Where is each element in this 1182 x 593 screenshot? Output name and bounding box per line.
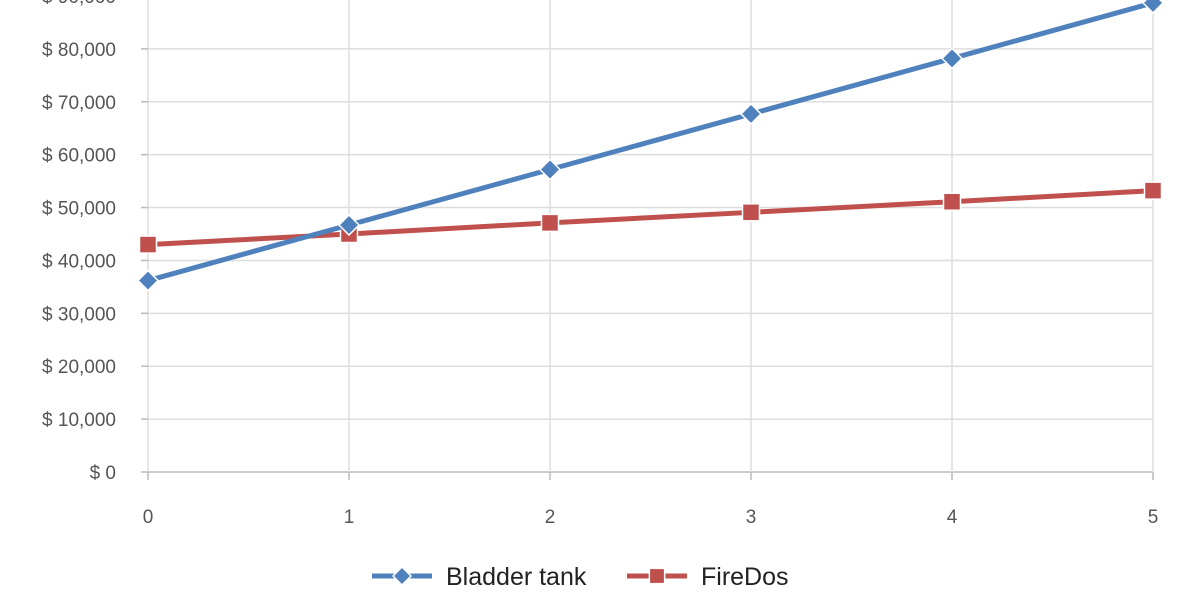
series-line (145, 0, 1156, 284)
data-point-diamond (1141, 0, 1165, 14)
y-tick-label: $ 10,000 (42, 410, 116, 431)
data-point-diamond (337, 213, 361, 237)
data-point-square (741, 203, 761, 222)
y-tick-label: $ 40,000 (42, 251, 116, 272)
legend: Bladder tank FireDos (372, 563, 789, 591)
legend-square-marker (648, 567, 666, 585)
data-point-diamond (136, 269, 160, 292)
x-tick-label: 1 (344, 507, 355, 528)
data-point-square (138, 235, 158, 254)
y-tick-label: $ 0 (90, 463, 116, 484)
y-tick-label: $ 80,000 (42, 40, 116, 61)
legend-label: Bladder tank (446, 563, 587, 588)
series-layer (136, 0, 1165, 292)
y-tick-label: $ 50,000 (42, 199, 116, 220)
data-point-diamond (538, 158, 562, 181)
data-point-diamond (940, 47, 964, 70)
x-tick-label: 2 (545, 507, 556, 528)
legend-label: FireDos (701, 563, 789, 588)
axes: $ 0 $ 10,000 $ 20,000 $ 30,000 $ 40,000 $ 50,… (42, 0, 1158, 528)
legend-item-firedos: FireDos (627, 563, 789, 591)
data-point-diamond (739, 102, 763, 126)
data-point-square (942, 192, 962, 211)
data-point-square (540, 213, 560, 233)
x-tick-label: 5 (1148, 507, 1159, 528)
y-tick-label: $ 90,000 (42, 0, 116, 8)
data-point-square (1143, 181, 1163, 200)
x-tick-label: 3 (746, 507, 757, 528)
legend-item-bladder-tank: Bladder tank (372, 563, 587, 591)
legend-diamond-marker (391, 565, 413, 587)
y-tick-label: $ 30,000 (42, 304, 116, 325)
x-tick-label: 4 (947, 507, 958, 528)
series-bladder-tank (136, 0, 1165, 292)
grid-lines (147, 0, 1154, 473)
y-tick-label: $ 20,000 (42, 357, 116, 378)
y-tick-label: $ 70,000 (42, 93, 116, 114)
x-tick-label: 0 (143, 507, 154, 528)
y-tick-label: $ 60,000 (42, 146, 116, 167)
